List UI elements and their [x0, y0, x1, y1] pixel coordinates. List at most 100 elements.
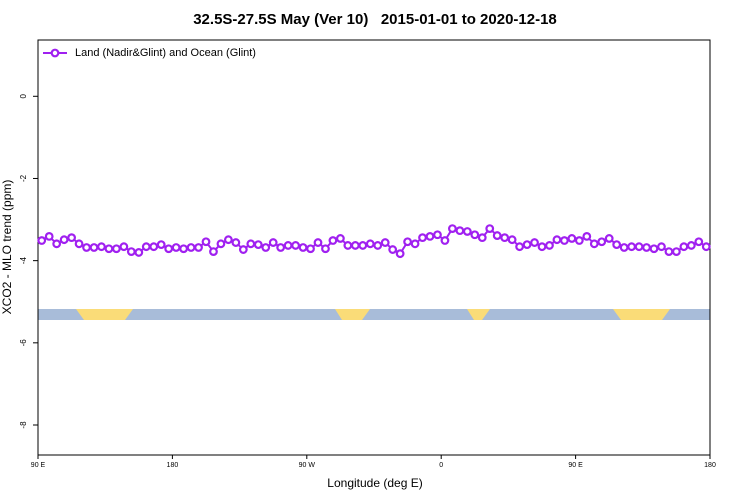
- land-patch: [613, 309, 670, 320]
- x-tick-label: 0: [439, 462, 443, 469]
- point: [179, 244, 189, 254]
- point: [298, 243, 308, 252]
- point: [664, 247, 674, 257]
- point: [186, 243, 196, 252]
- point: [365, 239, 375, 249]
- point: [604, 234, 614, 243]
- point: [612, 240, 622, 250]
- point: [59, 235, 69, 245]
- point: [552, 235, 562, 245]
- point: [530, 238, 539, 247]
- point: [589, 239, 599, 249]
- land-patch: [335, 309, 370, 320]
- legend-label: Land (Nadir&Glint) and Ocean (Glint): [75, 47, 256, 59]
- point: [276, 243, 286, 252]
- point: [380, 238, 390, 247]
- point: [82, 243, 91, 252]
- point: [642, 243, 651, 252]
- y-tick-label: -8: [19, 421, 28, 429]
- point: [485, 224, 495, 233]
- point: [634, 242, 644, 252]
- point: [141, 242, 151, 252]
- point: [545, 241, 554, 250]
- land-patch: [467, 309, 490, 320]
- point: [560, 236, 569, 245]
- point: [336, 234, 345, 243]
- point: [388, 245, 398, 254]
- point: [231, 238, 241, 247]
- land-patch: [76, 309, 133, 320]
- point: [171, 243, 181, 252]
- point: [223, 235, 233, 245]
- point: [679, 242, 689, 252]
- point: [111, 244, 121, 254]
- point: [268, 238, 278, 247]
- point: [500, 233, 510, 243]
- point: [216, 239, 226, 249]
- point: [321, 244, 330, 254]
- point: [52, 239, 62, 249]
- point: [350, 241, 360, 250]
- point: [403, 237, 413, 247]
- point: [567, 234, 577, 243]
- point: [649, 244, 659, 254]
- x-tick-label: 180: [167, 462, 179, 469]
- point: [597, 237, 607, 247]
- point: [418, 233, 427, 243]
- point: [470, 230, 480, 240]
- point: [619, 243, 629, 252]
- y-tick-label: -6: [19, 339, 28, 347]
- point: [433, 230, 442, 240]
- point: [492, 231, 502, 240]
- y-tick-label: -2: [19, 174, 28, 182]
- point: [253, 240, 263, 250]
- point: [440, 236, 450, 245]
- point: [74, 239, 84, 249]
- point: [627, 242, 636, 252]
- point: [89, 243, 99, 252]
- point: [238, 245, 248, 254]
- point: [358, 241, 368, 250]
- point: [657, 242, 666, 252]
- point: [126, 247, 136, 257]
- point: [373, 241, 383, 250]
- point: [343, 241, 353, 250]
- point: [395, 249, 405, 259]
- point: [328, 236, 338, 245]
- point: [149, 242, 159, 252]
- point: [313, 238, 323, 247]
- point: [306, 244, 315, 254]
- point: [291, 241, 301, 250]
- point: [261, 243, 271, 252]
- point: [164, 244, 174, 254]
- point: [448, 224, 457, 233]
- point: [477, 233, 487, 243]
- point: [156, 240, 166, 250]
- point: [582, 232, 592, 241]
- point: [67, 233, 76, 243]
- point: [104, 244, 114, 254]
- x-axis-label: Longitude (deg E): [327, 476, 422, 490]
- x-tick-label: 180: [704, 462, 716, 469]
- point: [574, 236, 584, 245]
- legend-marker: [50, 48, 60, 58]
- point: [410, 239, 420, 249]
- point: [283, 241, 293, 250]
- x-tick-label: 90 E: [31, 462, 46, 469]
- point: [201, 237, 211, 247]
- y-tick-label: 0: [19, 94, 28, 99]
- point: [97, 242, 106, 252]
- point: [44, 232, 54, 241]
- point: [246, 239, 256, 249]
- point: [522, 240, 532, 250]
- point: [701, 242, 711, 252]
- surface-strip: [38, 309, 710, 320]
- point: [686, 241, 696, 250]
- point: [209, 247, 218, 257]
- x-tick-label: 90 W: [299, 462, 316, 469]
- y-tick-label: -4: [19, 257, 28, 265]
- point: [37, 236, 47, 245]
- point: [672, 247, 681, 257]
- point: [455, 226, 465, 236]
